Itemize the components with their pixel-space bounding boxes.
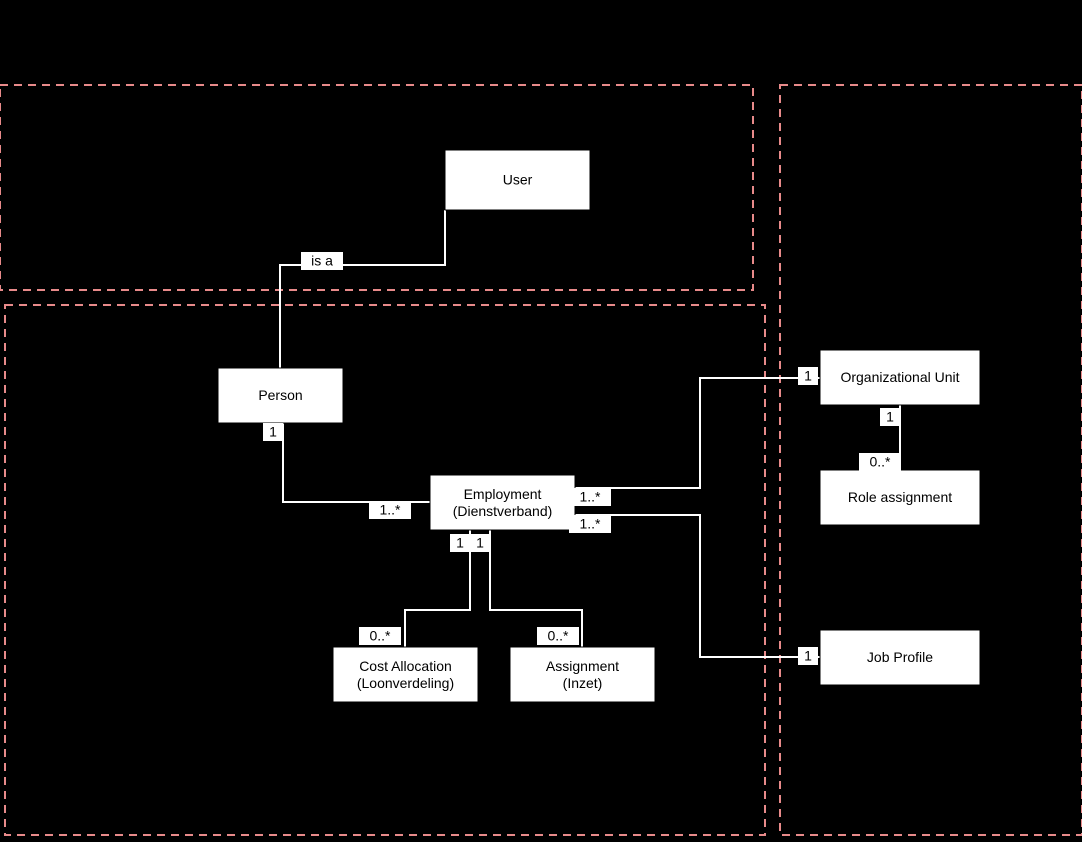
diagram-canvas: User Person Employment(Dienstverband) Cost … — [0, 0, 1082, 842]
labels-layer: is a11..*10..*10..*1..*11..*110..* — [263, 252, 901, 665]
node-cost-label1: Cost Allocation — [359, 658, 452, 674]
edges-layer — [280, 210, 900, 657]
panel-left — [5, 305, 765, 835]
node-person-label: Person — [258, 387, 302, 403]
svg-text:1: 1 — [456, 535, 464, 551]
node-role-label: Role assignment — [848, 489, 952, 505]
edge-employment-job — [575, 515, 820, 657]
multiplicity-label: 1 — [450, 534, 470, 552]
node-assignment: Assignment(Inzet) — [510, 647, 655, 702]
svg-text:is a: is a — [311, 253, 333, 269]
multiplicity-label: 1 — [798, 367, 818, 385]
node-orgunit-label: Organizational Unit — [840, 369, 959, 385]
svg-text:1: 1 — [886, 409, 894, 425]
node-role: Role assignment — [820, 470, 980, 525]
svg-text:1: 1 — [804, 368, 812, 384]
svg-text:1: 1 — [476, 535, 484, 551]
svg-text:0..*: 0..* — [369, 628, 391, 644]
node-assignment-label2: (Inzet) — [563, 675, 603, 691]
node-job: Job Profile — [820, 630, 980, 685]
node-job-label: Job Profile — [867, 649, 933, 665]
svg-text:1: 1 — [269, 424, 277, 440]
multiplicity-label: 1..* — [569, 515, 611, 533]
svg-text:0..*: 0..* — [869, 454, 891, 470]
svg-text:1: 1 — [804, 648, 812, 664]
node-cost-label2: (Loonverdeling) — [357, 675, 454, 691]
node-assignment-label1: Assignment — [546, 658, 619, 674]
multiplicity-label: 0..* — [537, 627, 579, 645]
node-user-label: User — [503, 172, 533, 188]
node-orgunit: Organizational Unit — [820, 350, 980, 405]
edge-label: is a — [301, 252, 343, 270]
node-person: Person — [218, 368, 343, 423]
panel-right — [780, 85, 1082, 835]
svg-text:0..*: 0..* — [547, 628, 569, 644]
multiplicity-label: 0..* — [859, 453, 901, 471]
multiplicity-label: 1 — [470, 534, 490, 552]
node-user: User — [445, 150, 590, 210]
node-employment: Employment(Dienstverband) — [430, 475, 575, 530]
multiplicity-label: 1 — [798, 647, 818, 665]
multiplicity-label: 1 — [263, 423, 283, 441]
edge-employment-orgunit — [575, 378, 820, 488]
panel-top — [0, 85, 753, 290]
multiplicity-label: 0..* — [359, 627, 401, 645]
svg-text:1..*: 1..* — [379, 502, 401, 518]
multiplicity-label: 1..* — [569, 488, 611, 506]
node-employment-label2: (Dienstverband) — [453, 503, 553, 519]
svg-text:1..*: 1..* — [579, 489, 601, 505]
node-cost: Cost Allocation(Loonverdeling) — [333, 647, 478, 702]
multiplicity-label: 1..* — [369, 501, 411, 519]
edge-person-employment — [283, 423, 430, 502]
svg-text:1..*: 1..* — [579, 516, 601, 532]
nodes-layer: User Person Employment(Dienstverband) Cost … — [218, 150, 980, 702]
multiplicity-label: 1 — [880, 408, 900, 426]
node-employment-label1: Employment — [464, 486, 542, 502]
